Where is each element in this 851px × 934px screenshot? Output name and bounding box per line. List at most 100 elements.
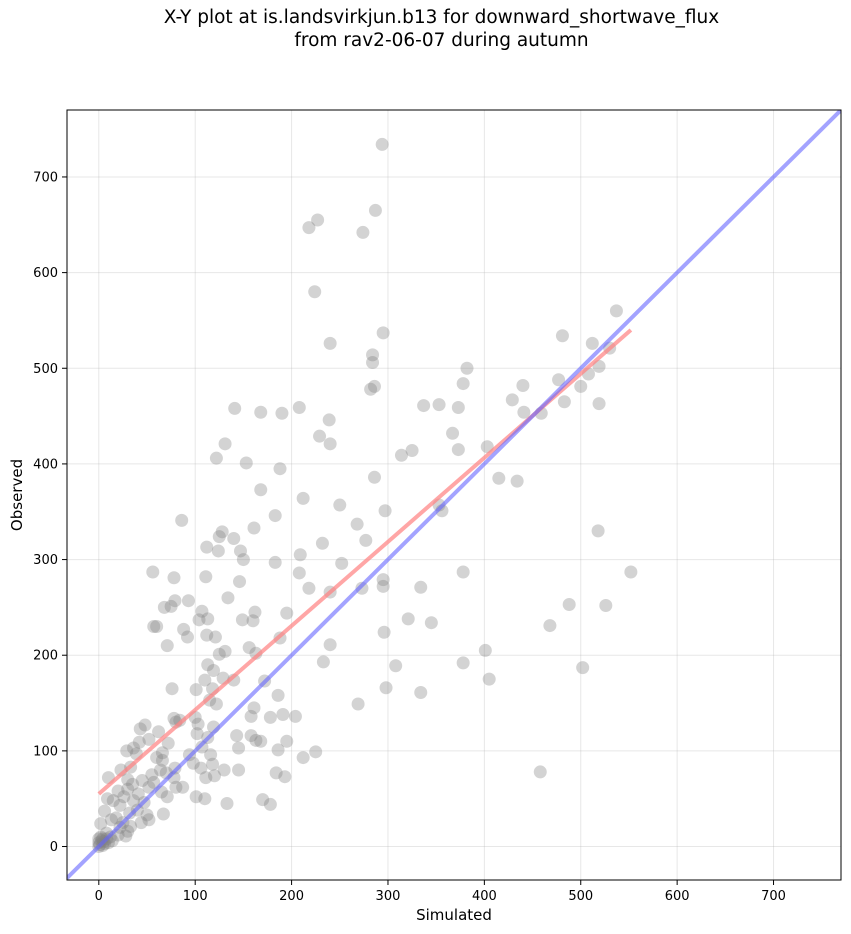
data-point (147, 775, 161, 789)
data-point (104, 813, 118, 827)
data-point (161, 736, 175, 750)
plot-area (67, 110, 841, 880)
data-point (351, 697, 365, 711)
data-point (323, 437, 337, 451)
data-point (127, 794, 141, 808)
chart-title-line-1: X-Y plot at is.landsvirkjun.b13 for down… (163, 7, 720, 28)
data-point (113, 798, 127, 812)
data-point (155, 746, 169, 760)
data-point (218, 644, 232, 658)
data-point (247, 701, 261, 715)
data-point (516, 378, 530, 392)
data-point (574, 379, 588, 393)
data-point (308, 285, 322, 299)
data-point (333, 498, 347, 512)
data-point (624, 565, 638, 579)
data-point (138, 718, 152, 732)
data-point (195, 604, 209, 618)
data-point (376, 573, 390, 587)
y-tick-label: 300 (33, 553, 58, 568)
data-point (198, 673, 212, 687)
data-point (401, 612, 415, 626)
data-point (446, 426, 460, 440)
data-point (228, 401, 242, 415)
data-point (242, 641, 256, 655)
data-point (389, 659, 403, 673)
data-point (311, 213, 325, 227)
data-point (254, 734, 268, 748)
data-point (239, 456, 253, 470)
data-point (227, 532, 241, 546)
data-point (244, 709, 258, 723)
data-point (254, 483, 268, 497)
data-point (364, 382, 378, 396)
data-point (109, 811, 123, 825)
data-point (599, 598, 613, 612)
data-point (350, 517, 364, 531)
data-point (273, 462, 287, 476)
data-point (316, 655, 330, 669)
data-point (533, 765, 547, 779)
data-point (271, 743, 285, 757)
data-point (207, 664, 221, 678)
data-point (117, 790, 131, 804)
data-point (111, 784, 125, 798)
data-point (217, 763, 231, 777)
data-point (100, 792, 114, 806)
one-to-one-line (67, 110, 841, 880)
data-point (121, 824, 135, 838)
data-point (119, 829, 133, 843)
data-point (206, 757, 220, 771)
chart-title-line-2: from rav2-06-07 during autumn (294, 30, 589, 51)
data-point (167, 711, 181, 725)
data-point (175, 513, 189, 527)
data-point (233, 575, 247, 589)
data-point (165, 682, 179, 696)
data-point (460, 361, 474, 375)
data-point (269, 766, 283, 780)
data-point (456, 377, 470, 391)
data-point (288, 709, 302, 723)
data-point (451, 400, 465, 414)
data-point (268, 509, 282, 523)
data-point (211, 544, 225, 558)
data-point (189, 790, 203, 804)
data-point (315, 536, 329, 550)
data-point (368, 203, 382, 217)
y-tick-label: 0 (50, 840, 58, 855)
data-point (176, 780, 190, 794)
data-point (367, 379, 381, 393)
data-point (199, 570, 213, 584)
data-point (254, 405, 268, 419)
data-point (263, 797, 277, 811)
data-point (292, 400, 306, 414)
data-point (451, 443, 465, 457)
x-tick-label: 700 (761, 889, 786, 904)
data-point (376, 326, 390, 340)
data-point (95, 834, 109, 848)
data-point (378, 504, 392, 518)
data-point (375, 137, 389, 151)
data-point (133, 722, 147, 736)
data-point (414, 686, 428, 700)
data-point (482, 672, 496, 686)
data-point (323, 336, 337, 350)
data-point (432, 398, 446, 412)
data-point (323, 638, 337, 652)
data-point (124, 819, 138, 833)
y-tick-label: 200 (33, 649, 58, 664)
data-point (98, 837, 112, 851)
x-tick-label: 600 (665, 889, 690, 904)
data-point (417, 399, 431, 413)
data-point (121, 782, 135, 796)
data-point (492, 471, 506, 485)
data-point (153, 763, 167, 777)
data-point (194, 761, 208, 775)
data-point (555, 329, 569, 343)
data-point (150, 751, 164, 765)
data-point (562, 598, 576, 612)
data-point (585, 336, 599, 350)
data-point (198, 792, 212, 806)
data-point (120, 744, 134, 758)
data-point (142, 780, 156, 794)
